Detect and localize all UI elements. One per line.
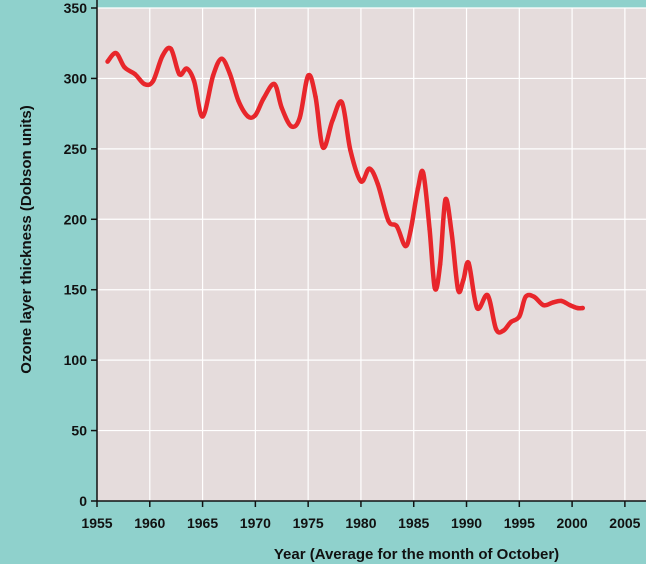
y-tick-label: 300 <box>64 70 88 86</box>
data-point <box>427 226 432 232</box>
data-point <box>415 186 421 191</box>
data-point <box>191 79 197 84</box>
data-point <box>279 105 284 111</box>
data-point <box>375 181 381 187</box>
data-point <box>508 319 514 325</box>
data-point <box>177 72 182 77</box>
series-layer <box>105 45 585 335</box>
x-tick-label: 1995 <box>504 515 535 531</box>
data-point <box>313 94 318 99</box>
data-point <box>330 118 335 123</box>
x-axis-title: Year (Average for the month of October) <box>274 546 559 563</box>
data-point <box>449 231 454 236</box>
data-point <box>461 277 466 283</box>
y-tick-label: 0 <box>79 493 87 509</box>
data-point <box>531 294 537 299</box>
data-point <box>305 73 311 78</box>
y-tick-label: 150 <box>64 282 88 298</box>
x-tick-labels: 1955 1960 1965 1970 1975 1980 1985 1990 1995 2000… <box>81 515 640 531</box>
data-point <box>550 300 556 305</box>
y-tick-label: 200 <box>64 211 88 227</box>
data-point <box>253 112 258 118</box>
data-point <box>132 72 138 77</box>
y-tick-label: 50 <box>71 423 87 439</box>
x-tick-label: 1990 <box>451 515 482 531</box>
y-axis-title: Ozone layer thickness (Dobson units) <box>18 105 35 373</box>
x-tick-label: 1970 <box>240 515 271 531</box>
data-point <box>394 224 400 229</box>
plot-area <box>97 8 646 501</box>
x-tick-label: 1975 <box>293 515 324 531</box>
x-tick-label: 1955 <box>81 515 112 531</box>
data-point <box>142 81 147 87</box>
data-point <box>455 287 461 292</box>
data-point <box>272 81 277 87</box>
y-tick-label: 100 <box>64 352 88 368</box>
data-point <box>501 328 506 333</box>
data-point <box>386 218 391 223</box>
data-point <box>567 303 573 308</box>
data-point <box>236 98 241 104</box>
data-point <box>113 50 119 56</box>
data-point <box>559 298 564 304</box>
data-point <box>493 326 499 332</box>
data-point <box>160 53 165 59</box>
data-point <box>122 64 127 70</box>
data-point <box>437 262 443 267</box>
data-point <box>358 179 364 184</box>
data-point <box>105 59 110 64</box>
data-point <box>367 166 372 171</box>
data-point <box>466 260 471 266</box>
data-point <box>421 170 426 176</box>
data-point <box>219 56 224 61</box>
data-point <box>432 286 438 291</box>
x-tick-label: 1960 <box>134 515 165 531</box>
data-point <box>297 115 302 121</box>
data-point <box>227 72 233 77</box>
data-point <box>150 79 156 84</box>
data-point <box>168 46 174 52</box>
x-tick-label: 2000 <box>557 515 588 531</box>
data-point <box>523 294 528 299</box>
x-tick-label: 1965 <box>187 515 218 531</box>
data-point <box>443 197 448 202</box>
data-point <box>200 114 205 119</box>
data-point <box>320 145 326 150</box>
axes <box>91 0 646 507</box>
y-tick-label: 350 <box>64 0 88 16</box>
x-tick-label: 1980 <box>345 515 376 531</box>
x-tick-label: 1985 <box>398 515 429 531</box>
data-point <box>580 305 585 311</box>
data-point <box>348 148 353 153</box>
y-tick-label: 250 <box>64 141 88 157</box>
data-point <box>541 303 546 308</box>
grid-lines <box>97 7 646 501</box>
x-tick-label: 2005 <box>609 515 640 531</box>
data-point <box>517 314 522 319</box>
data-point <box>210 73 216 78</box>
data-point <box>184 66 189 71</box>
data-point <box>575 305 580 311</box>
data-point <box>339 100 345 105</box>
data-point <box>474 305 480 311</box>
y-tick-labels: 0 50 100 150 200 250 300 350 <box>64 0 88 509</box>
data-point <box>245 114 251 119</box>
data-point <box>289 124 294 129</box>
data-point <box>485 293 490 298</box>
data-point <box>408 228 413 233</box>
data-point <box>403 243 408 249</box>
data-point <box>261 95 267 101</box>
